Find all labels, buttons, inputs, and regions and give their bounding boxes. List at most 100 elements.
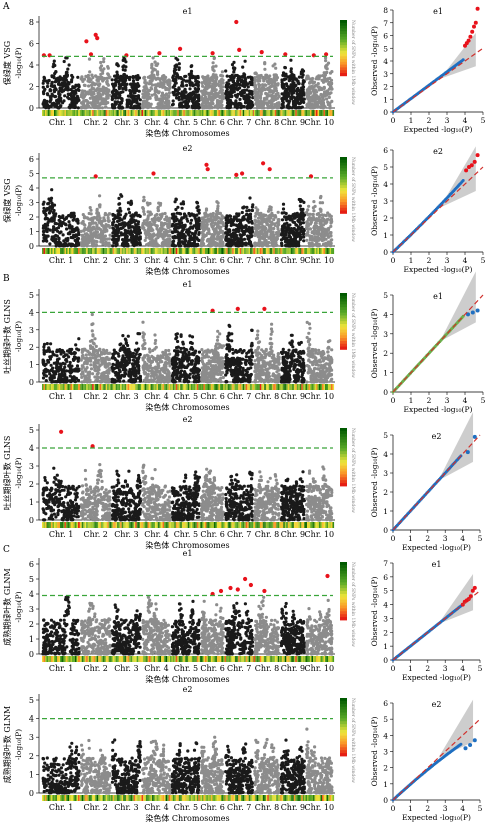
snp-point — [317, 232, 321, 236]
snp-point — [137, 241, 141, 245]
chromosome-label: Chr. 2 — [83, 118, 107, 127]
snp-point — [185, 83, 189, 87]
snp-point — [168, 81, 172, 86]
snp-point — [68, 223, 72, 227]
density-cell — [241, 110, 243, 116]
density-cell — [239, 110, 242, 116]
snp-point — [91, 95, 95, 99]
snp-point — [81, 79, 85, 83]
density-cell — [311, 110, 314, 116]
density-cell — [226, 110, 228, 116]
density-cell — [138, 110, 140, 116]
density-cell — [177, 110, 179, 116]
snp-point — [280, 106, 284, 110]
snp-point — [126, 224, 131, 228]
snp-point — [115, 242, 119, 247]
snp-point — [89, 208, 93, 212]
snp-point — [148, 201, 152, 206]
snp-point — [65, 70, 69, 74]
density-legend-cell — [340, 45, 347, 49]
snp-point — [63, 81, 67, 86]
snp-point — [211, 239, 215, 243]
snp-point — [257, 243, 261, 247]
snp-point — [180, 80, 184, 84]
snp-point — [173, 230, 177, 234]
snp-point — [274, 89, 279, 93]
significant-snp — [259, 50, 264, 55]
snp-point — [230, 235, 234, 239]
snp-point — [256, 104, 260, 108]
snp-point — [297, 106, 301, 110]
qq-ylabel: Observed -log₁₀(P) — [370, 26, 379, 96]
snp-point — [117, 229, 121, 233]
snp-point — [197, 106, 201, 110]
snp-point — [255, 93, 259, 97]
snp-point — [129, 103, 133, 107]
snp-point — [70, 243, 74, 247]
snp-point — [290, 73, 294, 77]
snp-point — [61, 101, 65, 105]
density-cell — [290, 110, 293, 116]
snp-point — [146, 75, 150, 79]
density-cell — [332, 110, 335, 116]
snp-point — [174, 225, 178, 229]
density-cell — [162, 110, 165, 116]
snp-point — [318, 226, 322, 231]
snp-point — [54, 233, 58, 238]
snp-point — [271, 64, 275, 68]
snp-point — [76, 233, 80, 237]
snp-point — [146, 231, 150, 235]
snp-point — [291, 105, 295, 109]
snp-point — [282, 211, 286, 215]
snp-point — [79, 77, 83, 81]
snp-point — [238, 97, 242, 101]
snp-point — [209, 101, 214, 105]
snp-point — [211, 211, 215, 216]
density-cell — [219, 110, 222, 116]
snp-point — [273, 86, 277, 90]
snp-point — [88, 96, 92, 100]
snp-point — [141, 103, 145, 107]
density-cell — [143, 110, 145, 116]
significant-snp — [234, 19, 239, 25]
snp-point — [187, 240, 191, 244]
snp-point — [211, 224, 215, 228]
snp-point — [88, 206, 92, 210]
snp-point — [272, 233, 276, 237]
snp-point — [227, 104, 231, 108]
snp-point — [62, 244, 66, 248]
snp-point — [188, 87, 192, 91]
snp-point — [237, 212, 241, 216]
snp-point — [175, 88, 179, 92]
snp-point — [279, 233, 284, 237]
snp-point — [311, 81, 315, 85]
qq-point — [461, 58, 465, 62]
snp-point — [179, 233, 183, 237]
snp-point — [220, 70, 224, 74]
snp-point — [64, 237, 68, 241]
snp-point — [281, 207, 286, 211]
snp-point — [48, 88, 52, 92]
snp-point — [233, 236, 237, 240]
density-cell — [149, 110, 151, 116]
snp-point — [142, 75, 147, 79]
snp-point — [204, 105, 208, 110]
snp-point — [51, 94, 55, 98]
snp-point — [97, 89, 102, 93]
snp-point — [167, 78, 171, 82]
snp-point — [157, 218, 161, 222]
density-cell — [308, 110, 311, 116]
significant-snp — [88, 52, 94, 57]
density-cell — [286, 110, 288, 116]
snp-point — [112, 104, 116, 108]
density-cell — [42, 110, 44, 116]
snp-point — [269, 233, 273, 237]
significant-snp — [204, 162, 209, 167]
snp-point — [319, 209, 323, 213]
density-cell — [58, 110, 61, 116]
snp-point — [66, 95, 70, 99]
density-cell — [319, 110, 321, 116]
snp-point — [81, 91, 85, 96]
snp-point — [171, 75, 175, 80]
